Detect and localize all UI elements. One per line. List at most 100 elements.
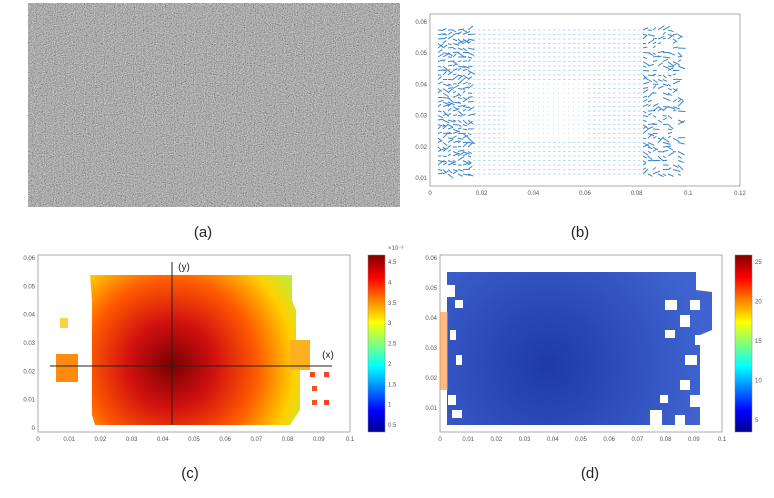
vector — [667, 34, 675, 37]
vector — [642, 46, 648, 49]
vector — [642, 34, 648, 40]
vector — [462, 173, 471, 176]
vector — [672, 164, 679, 168]
vector — [462, 77, 467, 80]
vector — [647, 63, 654, 67]
vector — [657, 85, 664, 89]
vector — [457, 52, 465, 58]
x-tick-label: 0.09 — [688, 437, 700, 443]
colorbar-tick-label: 4.5 — [388, 260, 397, 266]
vector — [667, 173, 674, 177]
vector — [437, 172, 444, 175]
vector — [662, 65, 670, 70]
vector — [652, 85, 657, 89]
vector — [437, 65, 442, 68]
vector — [452, 160, 457, 163]
vector — [672, 88, 679, 94]
vector — [437, 131, 442, 134]
vector — [462, 39, 470, 44]
vector — [437, 148, 446, 152]
y-tick-label: 0.06 — [425, 256, 437, 262]
x-tick-label: 0.06 — [603, 437, 615, 443]
vector — [467, 119, 474, 125]
vector — [437, 81, 443, 85]
vector — [442, 113, 448, 116]
x-tick-label: 0.02 — [491, 437, 503, 443]
colorbar-tick-label: 3.5 — [388, 301, 397, 307]
vector — [442, 162, 448, 166]
y-tick-label: 0.06 — [23, 256, 35, 262]
x-tick-label: 0.07 — [632, 437, 644, 443]
vector — [462, 160, 468, 164]
vector — [457, 65, 466, 68]
axis-label: (y) — [178, 262, 190, 273]
y-tick-label: 0.02 — [415, 145, 427, 151]
vector — [652, 166, 657, 170]
vector — [457, 104, 466, 107]
vector — [457, 39, 465, 44]
vector — [667, 29, 674, 33]
x-tick-label: 0.06 — [579, 191, 591, 197]
x-tick-label: 0.01 — [63, 437, 75, 443]
vector — [442, 101, 450, 106]
vector — [467, 141, 474, 148]
heatmap-gaps — [447, 285, 712, 425]
vector — [457, 38, 464, 45]
vector — [457, 97, 462, 100]
vector — [652, 27, 657, 31]
gap — [690, 395, 700, 407]
colorbar-tick-label: 25 — [755, 260, 762, 266]
vector — [442, 170, 449, 175]
vector — [462, 106, 469, 109]
vector — [452, 163, 457, 166]
vector — [642, 56, 648, 60]
vector — [452, 68, 458, 71]
vector — [667, 151, 674, 157]
vector — [657, 25, 665, 31]
vector — [457, 115, 463, 117]
vector — [667, 128, 673, 131]
vector — [457, 60, 462, 62]
vector — [442, 104, 449, 107]
vector — [667, 83, 671, 87]
y-tick-label: 0.04 — [23, 313, 35, 319]
vector — [462, 142, 469, 148]
vector — [667, 67, 674, 71]
colorbar-tick-label: 1 — [388, 403, 392, 409]
colorbar-tick-label: 2.5 — [388, 342, 397, 348]
vector — [677, 55, 683, 58]
vector — [657, 108, 662, 112]
heatmap-patch — [324, 372, 329, 377]
vector — [642, 119, 647, 123]
vector — [662, 145, 671, 148]
vector — [457, 110, 464, 116]
vector — [667, 61, 674, 67]
vector — [447, 87, 454, 89]
vector — [662, 137, 670, 143]
vector — [437, 146, 442, 151]
vector — [462, 86, 469, 89]
vector — [442, 59, 446, 62]
x-tick-label: 0.04 — [527, 191, 539, 197]
vector — [642, 81, 650, 85]
vector — [662, 37, 667, 40]
vector — [652, 136, 657, 139]
vector — [647, 133, 653, 139]
gap — [665, 300, 677, 310]
vector — [677, 65, 686, 70]
x-tick-label: 0.03 — [126, 437, 138, 443]
y-tick-label: 0.01 — [415, 176, 427, 182]
vector — [467, 70, 476, 75]
vector — [437, 169, 443, 171]
vector — [662, 106, 668, 112]
vector — [647, 155, 653, 161]
vector — [647, 99, 653, 103]
vector — [462, 153, 468, 157]
heatmap-patch — [60, 318, 68, 328]
vector — [677, 110, 686, 113]
vector — [662, 56, 671, 59]
vector — [437, 103, 442, 107]
vector — [442, 88, 449, 93]
vector — [457, 137, 464, 140]
